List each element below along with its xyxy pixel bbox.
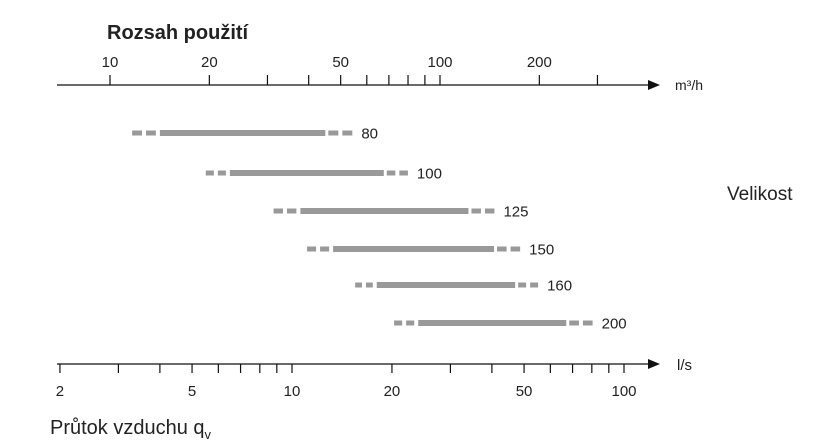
range-bar-main <box>229 170 384 176</box>
range-bar-extended-min <box>205 170 214 176</box>
range-bar-150: 150 <box>307 242 554 259</box>
top-axis-tick-label: 10 <box>102 54 119 71</box>
range-bar-main <box>418 320 567 326</box>
top-axis-tick-label: 100 <box>427 54 452 71</box>
range-bar-extended-max <box>518 282 527 288</box>
top-axis: m³/h <box>57 77 703 93</box>
range-bar-extended-max <box>530 282 539 288</box>
bottom-axis-label-main: Průtok vzduchu q <box>50 417 205 439</box>
bottom-axis-tick-label: 2 <box>56 383 64 400</box>
range-bar-extended-max <box>510 246 521 252</box>
top-axis-tick-label: 20 <box>201 54 218 71</box>
bottom-axis-label: Průtok vzduchu qv <box>50 417 212 442</box>
range-bar-extended-max <box>471 208 481 214</box>
range-bar-extended-min <box>217 170 226 176</box>
range-bar-125: 125 <box>273 204 528 221</box>
range-bar-main <box>333 246 495 252</box>
side-label: Velikost <box>727 184 793 205</box>
bottom-axis-arrow <box>648 359 660 369</box>
range-bar-extended-min <box>132 130 143 136</box>
bottom-axis-tick-label: 50 <box>516 383 533 400</box>
bottom-axis-tick-label: 100 <box>611 383 636 400</box>
range-bar-label: 200 <box>602 316 627 333</box>
range-bar-160: 160 <box>355 278 572 295</box>
top-axis-tick-label: 50 <box>332 54 349 71</box>
range-bar-extended-max <box>399 170 408 176</box>
range-bar-extended-min <box>394 320 403 326</box>
range-bar-extended-max <box>582 320 593 326</box>
range-bar-extended-max <box>484 208 495 214</box>
range-bar-extended-min <box>365 282 373 288</box>
bottom-axis-tick-label: 5 <box>188 383 196 400</box>
range-bar-100: 100 <box>205 166 442 183</box>
range-bar-label: 80 <box>361 126 378 143</box>
bottom-axis-tick-label: 20 <box>384 383 401 400</box>
range-bar-extended-max <box>342 130 353 136</box>
range-bar-extended-min <box>406 320 415 326</box>
range-bar-80: 80 <box>132 126 378 143</box>
bottom-axis-label-subscript: v <box>205 427 212 442</box>
range-bar-extended-max <box>328 130 339 136</box>
range-bar-label: 150 <box>529 242 554 259</box>
range-bar-extended-max <box>386 170 396 176</box>
range-bar-main <box>376 282 516 288</box>
range-bar-main <box>159 130 326 136</box>
range-bar-main <box>300 208 469 214</box>
top-axis-unit: m³/h <box>675 77 703 93</box>
top-axis-arrow <box>648 80 660 90</box>
range-bar-label: 125 <box>503 204 528 221</box>
bottom-axis-tick-label: 10 <box>284 383 301 400</box>
range-bar-label: 100 <box>417 166 442 183</box>
bottom-axis-unit: l/s <box>677 357 692 374</box>
range-bar-extended-min <box>273 208 283 214</box>
range-bar-extended-min <box>286 208 297 214</box>
top-axis-tick-label: 200 <box>527 54 552 71</box>
range-bar-extended-min <box>320 246 330 252</box>
bottom-axis: l/s Průtok vzduchu qv <box>50 357 692 442</box>
range-bar-extended-max <box>497 246 507 252</box>
range-bar-200: 200 <box>394 316 627 333</box>
range-bar-label: 160 <box>547 278 572 295</box>
range-bar-extended-min <box>355 282 362 288</box>
range-bar-extended-min <box>146 130 156 136</box>
chart-title: Rozsah použití <box>107 22 250 44</box>
range-bar-extended-min <box>307 246 317 252</box>
range-bar-extended-max <box>569 320 579 326</box>
